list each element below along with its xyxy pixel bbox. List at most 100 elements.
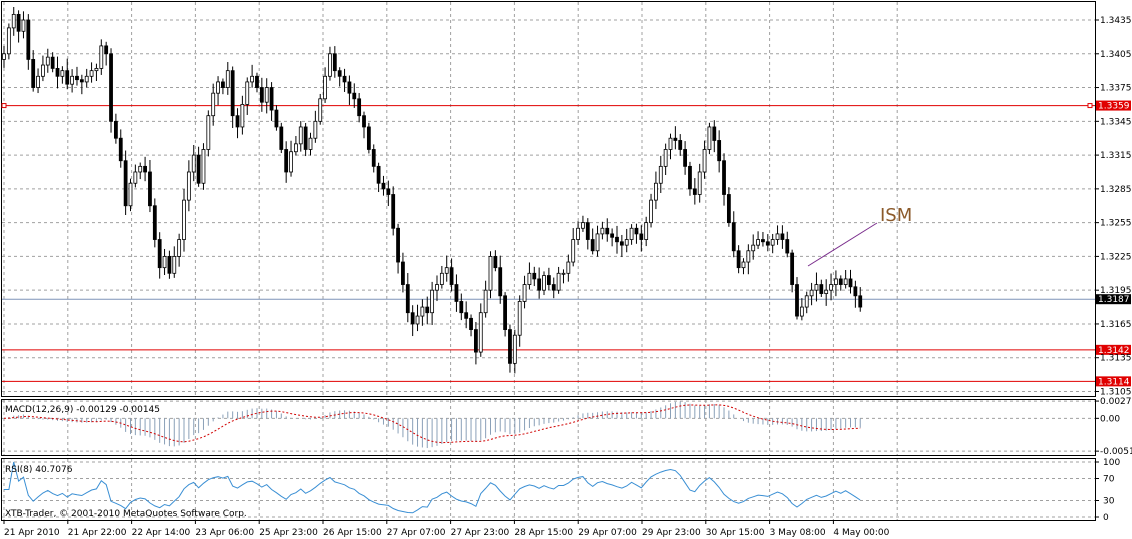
- candle-body: [527, 272, 532, 285]
- candle-body: [352, 92, 357, 100]
- macd-tick-label: 0.00273: [1100, 397, 1132, 407]
- candle-body: [420, 306, 425, 317]
- time-tick-label: 21 Apr 22:00: [68, 528, 127, 538]
- candle-body: [104, 45, 109, 55]
- candle-body: [366, 126, 371, 150]
- candle-body: [508, 329, 512, 364]
- candle-body: [182, 199, 186, 240]
- time-tick-label: 28 Apr 15:00: [514, 528, 573, 538]
- candle-body: [551, 284, 556, 291]
- candle-body: [493, 256, 498, 269]
- candle-body: [430, 289, 435, 314]
- candle-body: [31, 59, 36, 88]
- candle-body: [444, 267, 449, 274]
- candle-body: [726, 194, 731, 224]
- candle-body: [649, 199, 653, 224]
- candle-body: [381, 182, 386, 190]
- current-price-tag: [1096, 294, 1131, 305]
- candle-body: [118, 137, 123, 162]
- footer-copyright: XTB-Trader, © 2001-2010 MetaQuotes Softw…: [5, 509, 247, 519]
- candle-body: [36, 75, 40, 88]
- candle-body: [221, 81, 225, 88]
- candle-body: [537, 278, 542, 291]
- price-tick-label: 1.3405: [1100, 50, 1132, 60]
- candle-body: [483, 289, 488, 314]
- candle-body: [605, 227, 610, 235]
- candle-body: [230, 70, 235, 117]
- candle-body: [123, 160, 128, 207]
- candle-body: [289, 151, 293, 173]
- candle-body: [756, 239, 760, 246]
- candle-body: [474, 329, 478, 353]
- candle-body: [143, 165, 147, 173]
- candle-body: [75, 75, 79, 81]
- candle-body: [751, 244, 756, 252]
- candle-body: [298, 126, 303, 145]
- macd-title: MACD(12,26,9) -0.00129 -0.00145: [5, 405, 160, 415]
- candle-body: [556, 272, 561, 291]
- rsi-tick-label: 70: [1103, 475, 1115, 485]
- candle-body: [566, 261, 571, 274]
- candle-body: [683, 149, 687, 167]
- candle-body: [415, 315, 420, 325]
- price-tick-label: 1.3225: [1100, 252, 1132, 262]
- candle-body: [196, 154, 201, 184]
- candle-body: [697, 171, 702, 195]
- candle-body: [128, 182, 133, 207]
- candle-body: [654, 182, 658, 201]
- candle-body: [376, 165, 381, 184]
- current-price-label: 1.3187: [1098, 295, 1130, 305]
- candle-body: [663, 149, 668, 167]
- candle-body: [454, 284, 459, 302]
- price-tick-label: 1.3105: [1100, 387, 1132, 397]
- candle-body: [615, 236, 619, 243]
- candle-body: [581, 222, 585, 229]
- candle-body: [722, 160, 726, 195]
- candle-body: [469, 317, 473, 330]
- candle-body: [167, 256, 172, 274]
- candle-body: [629, 227, 634, 240]
- price-levels: 1.3359 1.3142 1.3114 1.3187: [1, 100, 1131, 387]
- candle-body: [162, 256, 167, 269]
- candle-body: [201, 149, 206, 184]
- candlestick-series: [2, 7, 863, 374]
- time-tick-label: 3 May 08:00: [770, 528, 826, 538]
- candle-body: [133, 171, 138, 184]
- candle-body: [624, 239, 629, 246]
- candle-body: [503, 295, 507, 330]
- candle-body: [702, 149, 707, 173]
- macd-tick-label: 0.00: [1100, 414, 1120, 424]
- candle-body: [858, 295, 863, 308]
- price-tick-label: 1.3135: [1100, 354, 1132, 364]
- candle-body: [235, 115, 240, 128]
- macd-indicator: [3, 401, 861, 449]
- candle-body: [94, 68, 99, 72]
- candle-body: [644, 222, 649, 240]
- rsi-tick-label: 0: [1103, 513, 1109, 523]
- rsi-line: [4, 461, 861, 514]
- candle-body: [717, 140, 722, 162]
- candle-body: [819, 284, 824, 294]
- rsi-tick-label: 30: [1103, 497, 1115, 507]
- candle-body: [824, 289, 829, 294]
- candle-body: [84, 75, 89, 83]
- level-marker: [1087, 103, 1093, 109]
- candle-body: [512, 334, 517, 364]
- rsi-axis: 100 70 30 0: [1095, 458, 1120, 523]
- price-tick-label: 1.3195: [1100, 286, 1132, 296]
- candle-body: [313, 120, 318, 139]
- candle-body: [688, 165, 692, 190]
- time-tick-label: 29 Apr 07:00: [578, 528, 637, 538]
- candle-body: [439, 272, 444, 285]
- candle-body: [337, 70, 342, 77]
- candle-body: [561, 272, 566, 275]
- candle-body: [780, 233, 785, 240]
- candle-body: [245, 81, 250, 105]
- candle-body: [26, 19, 31, 60]
- candle-body: [259, 87, 264, 103]
- candle-body: [804, 295, 809, 308]
- candle-body: [775, 233, 780, 240]
- candle-body: [191, 154, 196, 173]
- candle-body: [186, 171, 191, 201]
